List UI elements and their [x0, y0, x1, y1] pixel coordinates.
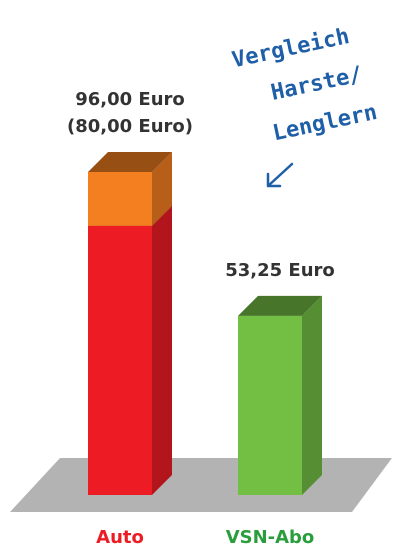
bar-front — [88, 225, 152, 496]
annotation-line: Lenglern — [271, 100, 380, 146]
value-label: 53,25 Euro — [225, 260, 335, 281]
bar-top — [238, 295, 322, 316]
x-tick-label: Auto — [96, 527, 144, 548]
value-label: 96,00 Euro — [75, 89, 185, 110]
bar-top — [88, 152, 172, 172]
annotation: Vergleich Harste/ Lenglern — [230, 24, 380, 146]
annotation-line: Vergleich — [230, 24, 352, 73]
bar-side — [302, 295, 322, 495]
bar-front — [238, 315, 302, 495]
annotation-line: Harste/ — [269, 62, 365, 106]
x-tick-label: VSN-Abo — [226, 527, 315, 548]
annotation-arrow — [266, 162, 294, 188]
floor — [10, 458, 392, 512]
value-label: (80,00 Euro) — [67, 116, 193, 137]
bar-front — [88, 172, 152, 226]
bar-side — [152, 205, 172, 496]
bar-side — [152, 152, 172, 226]
